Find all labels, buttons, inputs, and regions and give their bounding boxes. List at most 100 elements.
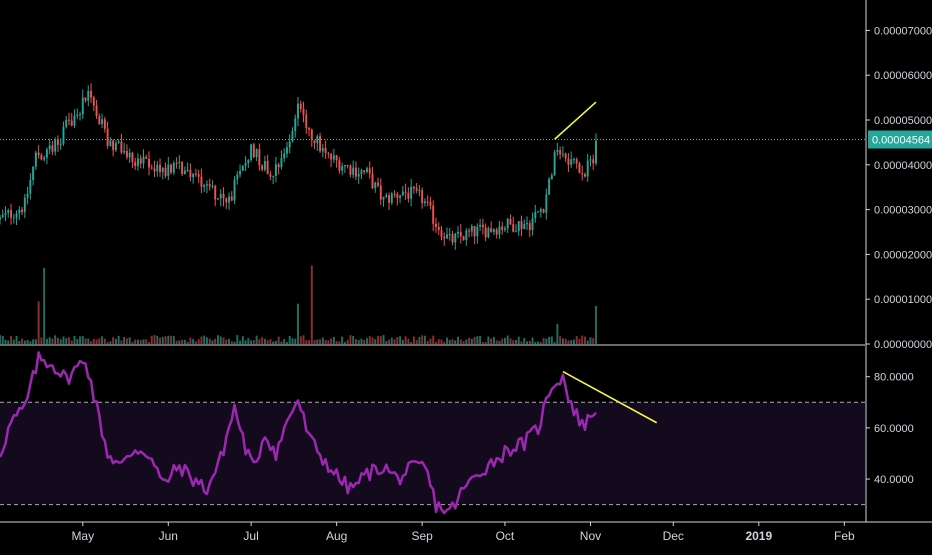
volume-bar	[583, 336, 586, 344]
volume-bar	[244, 340, 247, 344]
last-price-label: 0.00004564	[872, 135, 930, 147]
volume-bar	[103, 338, 106, 344]
price-trendline[interactable]	[554, 101, 597, 140]
volume-bar	[178, 340, 181, 344]
volume-bar	[112, 337, 115, 344]
candle-body	[448, 234, 451, 236]
volume-bar	[302, 335, 305, 344]
candle-body	[330, 153, 333, 160]
candle-body	[473, 226, 476, 237]
volume-bar	[7, 340, 10, 344]
candle-body	[183, 170, 186, 175]
volume-bar	[366, 338, 368, 344]
candle-body	[288, 141, 291, 148]
volume-bar	[43, 267, 46, 344]
candle-body	[65, 119, 68, 127]
candle-body	[194, 173, 197, 175]
volume-bar	[128, 337, 131, 344]
candle-body	[492, 229, 495, 232]
candle-body	[341, 166, 344, 171]
candle-body	[503, 228, 506, 230]
volume-bar	[175, 340, 178, 344]
candle-body	[379, 185, 382, 200]
volume-bar	[283, 338, 286, 344]
candle-body	[434, 223, 437, 227]
candle-body	[316, 136, 319, 144]
volume-bar	[374, 339, 377, 344]
volume-bar	[388, 339, 391, 344]
candle-body	[377, 182, 379, 186]
candle-body	[523, 224, 526, 229]
candle-body	[189, 169, 192, 178]
candle-body	[382, 196, 385, 200]
volume-bar	[217, 335, 219, 344]
candle-body	[390, 193, 393, 203]
volume-bar	[34, 339, 37, 344]
volume-bar	[503, 337, 506, 344]
price-tick-label: 0.00003000	[874, 205, 932, 217]
rsi-tick-label: 60.0000	[874, 423, 914, 435]
volume-bar	[1, 335, 4, 344]
candle-body	[95, 105, 98, 117]
candle-body	[429, 202, 432, 206]
candle-body	[583, 174, 586, 177]
volume-bar	[84, 338, 87, 344]
candle-body	[468, 230, 471, 232]
candle-body	[178, 161, 181, 163]
candle-body	[139, 158, 142, 164]
candle-body	[338, 160, 341, 171]
date-tick-label: Sep	[411, 529, 433, 543]
candle-body	[564, 153, 567, 159]
volume-bar	[332, 336, 335, 344]
rsi-tick-label: 40.0000	[874, 474, 914, 486]
candle-body	[90, 90, 93, 98]
candle-body	[181, 161, 184, 175]
rsi-trendline[interactable]	[562, 370, 658, 424]
candle-body	[134, 161, 137, 167]
candle-body	[247, 159, 250, 164]
candle-body	[40, 155, 43, 160]
volume-bar	[161, 336, 164, 344]
volume-bar	[396, 337, 399, 344]
volume-bar	[341, 336, 344, 344]
volume-bar	[225, 339, 228, 344]
volume-bar	[492, 337, 495, 344]
candle-body	[159, 164, 162, 173]
candle-body	[321, 147, 324, 152]
volume-bar	[407, 338, 410, 344]
volume-bar	[208, 338, 211, 344]
candle-body	[79, 114, 81, 116]
volume-bar	[236, 335, 239, 344]
candle-body	[550, 175, 553, 179]
volume-bar	[18, 340, 21, 344]
candle-body	[498, 226, 501, 235]
candle-body	[4, 213, 7, 216]
volume-bar	[194, 341, 197, 344]
candle-body	[451, 234, 454, 243]
candle-body	[244, 163, 247, 166]
price-tick-label: 0.00007000	[874, 25, 932, 37]
volume-bar	[368, 336, 371, 344]
volume-bar	[360, 338, 363, 344]
candle-body	[153, 168, 156, 172]
volume-bar	[470, 338, 473, 344]
price-tick-label: 0.00005000	[874, 115, 932, 127]
candle-body	[495, 229, 498, 235]
candle-body	[106, 128, 109, 146]
candle-body	[515, 231, 517, 233]
volume-bar	[390, 337, 393, 344]
volume-bar	[247, 338, 250, 344]
candle-body	[457, 231, 460, 234]
candle-body	[43, 157, 46, 160]
volume-bar	[228, 338, 230, 344]
candle-body	[407, 192, 410, 199]
candle-body	[167, 164, 170, 176]
volume-bar	[288, 335, 291, 344]
candle-body	[512, 224, 515, 232]
volume-bar	[51, 338, 54, 344]
volume-bar	[59, 339, 62, 344]
candle-body	[10, 210, 13, 218]
candle-body	[553, 152, 556, 176]
